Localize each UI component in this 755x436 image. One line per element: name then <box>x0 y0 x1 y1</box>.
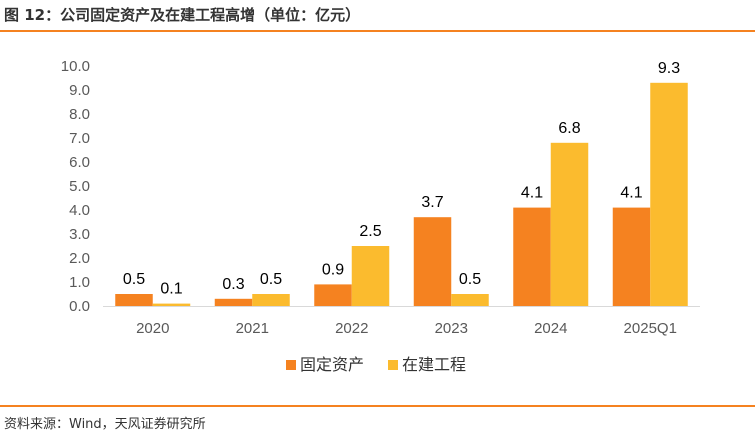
bar-construction-in-progress <box>152 303 191 306</box>
bar-construction-in-progress <box>650 82 688 306</box>
chart-title: 图 12：公司固定资产及在建工程高增（单位：亿元） <box>4 6 361 24</box>
legend-label: 固定资产 <box>300 355 364 374</box>
data-label: 0.9 <box>322 261 344 278</box>
bar-fixed-assets <box>314 284 352 306</box>
y-tick-label: 4.0 <box>69 202 90 219</box>
data-label: 6.8 <box>558 120 580 137</box>
legend: 固定资产 在建工程 <box>286 355 466 374</box>
data-label: 3.7 <box>421 194 443 211</box>
y-tick-label: 0.0 <box>69 298 90 315</box>
y-tick-label: 5.0 <box>69 178 90 195</box>
data-label: 0.3 <box>222 276 244 293</box>
y-tick-label: 1.0 <box>69 274 90 291</box>
data-label: 0.1 <box>160 281 182 298</box>
data-label: 0.5 <box>123 271 145 288</box>
bar-chart: 0.01.02.03.04.05.06.07.08.09.010.0 0.50.… <box>61 58 700 374</box>
bottom-divider <box>0 405 755 407</box>
source-note: 资料来源：Wind，天风证券研究所 <box>4 417 206 432</box>
y-tick-label: 8.0 <box>69 106 90 123</box>
bar-fixed-assets <box>214 298 253 306</box>
data-label: 0.5 <box>459 271 481 288</box>
bar-fixed-assets <box>612 207 651 306</box>
y-tick-label: 2.0 <box>69 250 90 267</box>
x-tick-label: 2022 <box>335 320 368 337</box>
data-label: 4.1 <box>620 185 642 202</box>
data-label: 9.3 <box>658 60 680 77</box>
x-tick-label: 2024 <box>534 320 567 337</box>
data-label: 2.5 <box>359 223 381 240</box>
bar-construction-in-progress <box>451 294 489 306</box>
y-axis-ticks: 0.0 1.0 2.0 3.0 4.0 5.0 6.0 7.0 8.0 9.0 10.0 <box>61 58 90 315</box>
top-divider <box>0 30 755 32</box>
data-label: 4.1 <box>521 185 543 202</box>
data-label: 0.5 <box>260 271 282 288</box>
y-tick-label: 6.0 <box>69 154 90 171</box>
x-axis-ticks: 2020 2021 2022 2023 2024 2025Q1 <box>136 320 677 337</box>
y-tick-label: 10.0 <box>61 58 90 75</box>
bar-construction-in-progress <box>252 294 290 306</box>
data-labels: 0.5 0.1 0.3 0.5 0.9 2.5 3.7 0.5 4.1 6.8 4.1 9.3 <box>123 60 680 298</box>
bar-fixed-assets <box>115 294 153 306</box>
bars <box>115 82 688 306</box>
legend-label: 在建工程 <box>402 355 466 374</box>
y-tick-label: 3.0 <box>69 226 90 243</box>
legend-swatch <box>286 360 296 370</box>
bar-fixed-assets <box>413 217 452 306</box>
y-tick-label: 9.0 <box>69 82 90 99</box>
bar-construction-in-progress <box>351 246 390 306</box>
bar-fixed-assets <box>513 207 551 306</box>
y-tick-label: 7.0 <box>69 130 90 147</box>
x-tick-label: 2023 <box>435 320 468 337</box>
x-tick-label: 2020 <box>136 320 169 337</box>
x-tick-label: 2021 <box>236 320 269 337</box>
x-tick-label: 2025Q1 <box>624 320 677 337</box>
bar-construction-in-progress <box>550 142 589 306</box>
legend-swatch <box>388 360 398 370</box>
